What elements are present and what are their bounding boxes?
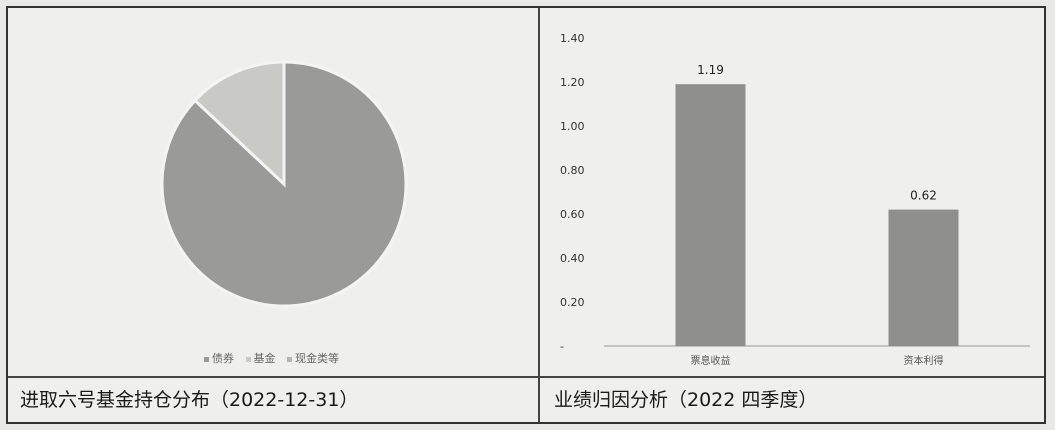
y-tick-label: 0.40 bbox=[560, 252, 585, 265]
legend-swatch-bonds bbox=[204, 356, 209, 362]
y-tick-label: 1.40 bbox=[560, 32, 585, 45]
legend-swatch-funds bbox=[245, 356, 251, 362]
y-tick-label: 0.60 bbox=[560, 208, 585, 221]
legend-item-funds: 基金 bbox=[245, 352, 276, 365]
bar-data-label: 1.19 bbox=[697, 63, 724, 77]
pie-legend: 债券 基金 现金类等 bbox=[204, 350, 347, 366]
pie-caption: 进取六号基金持仓分布（2022-12-31） bbox=[20, 389, 359, 411]
pie-chart bbox=[160, 60, 408, 308]
legend-swatch-cash bbox=[287, 356, 292, 362]
legend-label-cash: 现金类等 bbox=[295, 352, 339, 365]
legend-item-bonds: 债券 bbox=[204, 352, 234, 365]
legend-item-cash: 现金类等 bbox=[287, 352, 339, 365]
bar-0 bbox=[675, 84, 746, 346]
bar-1 bbox=[888, 209, 959, 346]
y-tick-label: 0.80 bbox=[560, 164, 585, 177]
bar-panel: 1.40 1.20 1.00 0.80 0.60 0.40 0.20 - 1.19 票息收益 0.6… bbox=[540, 8, 1046, 376]
bar-data-label: 0.62 bbox=[910, 189, 937, 203]
bar-caption: 业绩归因分析（2022 四季度） bbox=[554, 389, 818, 411]
pie-slice-1 bbox=[192, 60, 286, 188]
legend-label-funds: 基金 bbox=[253, 352, 276, 365]
pie-panel: 债券 基金 现金类等 bbox=[8, 8, 538, 376]
y-tick-label: 1.20 bbox=[560, 76, 585, 89]
y-tick-label: - bbox=[560, 340, 564, 353]
vertical-divider bbox=[538, 8, 540, 422]
bar-chart: 1.40 1.20 1.00 0.80 0.60 0.40 0.20 - 1.19 票息收益 0.6… bbox=[560, 32, 1030, 367]
y-tick-label: 1.00 bbox=[560, 120, 585, 133]
x-category-label: 票息收益 bbox=[691, 354, 731, 367]
x-category-label: 资本利得 bbox=[904, 354, 944, 367]
horizontal-divider bbox=[8, 376, 1044, 378]
chart-frame: 债券 基金 现金类等 1.40 1.20 1.00 0.80 0.60 0.40 0.20 -… bbox=[6, 6, 1046, 424]
legend-label-bonds: 债券 bbox=[212, 352, 234, 365]
y-tick-label: 0.20 bbox=[560, 296, 585, 309]
